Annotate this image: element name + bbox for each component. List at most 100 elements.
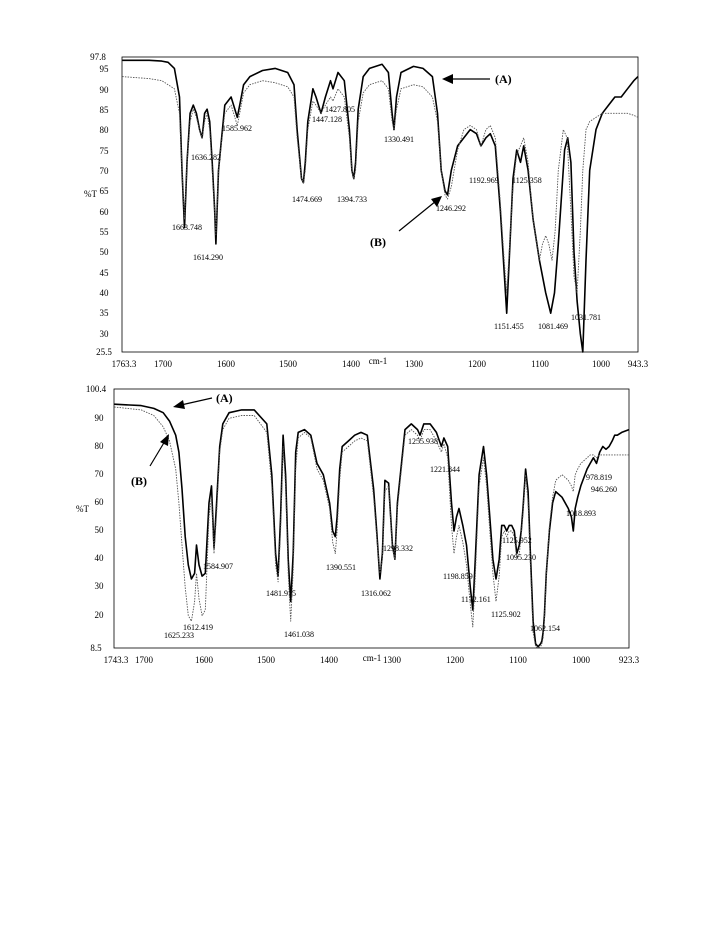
bottom-y-tick-label: 90 (95, 413, 105, 423)
bottom-y-tick-label: 30 (95, 581, 105, 591)
top-x-tick-label: 1100 (531, 359, 549, 369)
bottom-x-tick-label: 1600 (195, 655, 214, 665)
peak-label: 1625.233 (164, 631, 194, 640)
arrow-b-line (149, 440, 166, 467)
bottom-y-tick-label: 40 (95, 553, 105, 563)
top-series-layer (122, 59, 639, 353)
top-y-tick-label: 60 (100, 207, 110, 217)
peak-label: 1461.038 (284, 630, 314, 639)
top-y-tick-label: 97.8 (90, 52, 106, 62)
peak-label: 1474.669 (292, 195, 322, 204)
bottom-x-ticks: 1743.3 1700 1600 1500 1400 1300 1200 110… (104, 655, 640, 665)
peak-label: 946.260 (591, 485, 617, 494)
bottom-y-tick-label: 20 (95, 610, 105, 620)
top-x-tick-label: 1300 (405, 359, 424, 369)
peak-label: 1612.419 (183, 623, 213, 632)
peak-label: 1198.859 (443, 572, 473, 581)
top-y-tick-label: 30 (100, 329, 110, 339)
top-y-tick-label: 90 (100, 85, 110, 95)
bottom-y-tick-label: 50 (95, 525, 105, 535)
peak-label: 1192.969 (469, 176, 499, 185)
top-y-tick-label: 95 (100, 64, 110, 74)
top-x-axis-label: cm-1 (369, 356, 388, 366)
top-series-callouts: (A) (B) (370, 72, 512, 249)
top-x-tick-label: 1763.3 (112, 359, 137, 369)
bottom-y-tick-label: 100.4 (86, 384, 107, 394)
top-y-tick-label: 75 (100, 146, 110, 156)
peak-label: 1614.290 (193, 253, 223, 262)
peak-label: 1584.907 (203, 562, 233, 571)
peak-label: 1125.358 (512, 176, 542, 185)
peak-label: 1062.154 (530, 624, 560, 633)
peak-label: 1481.915 (266, 589, 296, 598)
peak-label: 978.819 (586, 473, 612, 482)
top-x-tick-label: 1400 (342, 359, 361, 369)
top-x-tick-label: 1600 (217, 359, 236, 369)
peak-label: 1447.128 (312, 115, 342, 124)
bottom-y-tick-label: 8.5 (90, 643, 102, 653)
peak-label: 1255.938 (408, 437, 438, 446)
peak-label: 1151.455 (494, 322, 524, 331)
peak-label: 1031.781 (571, 313, 601, 322)
top-y-tick-label: 45 (100, 268, 110, 278)
top-series-line-a (122, 59, 639, 353)
top-y-tick-label: 40 (100, 288, 110, 298)
top-peak-labels: 1663.748 1636.282 1614.290 1585.962 1474… (172, 105, 601, 331)
bottom-x-tick-label: 1400 (320, 655, 339, 665)
bottom-series-line-b (114, 406, 629, 649)
bottom-x-tick-label: 1743.3 (104, 655, 129, 665)
bottom-y-ticks: 100.4 90 80 70 60 50 40 30 20 8.5 (86, 384, 107, 653)
top-x-ticks: 1763.3 1700 1600 1500 1400 1300 1200 110… (112, 359, 649, 369)
bottom-y-tick-label: 80 (95, 441, 105, 451)
arrow-a-head (173, 400, 185, 409)
bottom-x-tick-label: 1300 (383, 655, 402, 665)
bottom-peak-labels: 1612.419 1625.233 1584.907 1481.915 1461… (164, 437, 617, 640)
top-spectrum-panel: %T 97.8 95 90 85 80 75 70 65 60 55 50 45… (84, 52, 649, 369)
arrow-a-head (442, 74, 453, 84)
top-y-tick-label: 25.5 (96, 347, 112, 357)
top-y-tick-label: 55 (100, 227, 110, 237)
top-y-tick-label: 85 (100, 105, 110, 115)
bottom-x-tick-label: 1500 (257, 655, 276, 665)
peak-label: 1125.952 (502, 536, 532, 545)
peak-label: 1585.962 (222, 124, 252, 133)
peak-label: 1246.292 (436, 204, 466, 213)
peak-label: 1095.230 (506, 553, 536, 562)
arrow-b-line (398, 200, 437, 232)
peak-label: 1663.748 (172, 223, 202, 232)
bottom-plot-frame (113, 388, 630, 649)
callout-b-label: (B) (370, 235, 386, 249)
arrow-a-line (180, 397, 213, 406)
top-y-tick-label: 65 (100, 186, 110, 196)
peak-label: 1018.893 (566, 509, 596, 518)
peak-label: 1390.551 (326, 563, 356, 572)
top-x-tick-label: 943.3 (628, 359, 649, 369)
bottom-y-tick-label: 70 (95, 469, 105, 479)
bottom-series-callouts: (A) (B) (131, 391, 233, 488)
top-y-tick-label: 70 (100, 166, 110, 176)
peak-label: 1330.491 (384, 135, 414, 144)
bottom-x-tick-label: 1200 (446, 655, 465, 665)
top-y-axis-label: %T (84, 189, 97, 199)
bottom-series-line-a (114, 403, 630, 648)
bottom-y-tick-label: 60 (95, 497, 105, 507)
bottom-x-tick-label: 1000 (572, 655, 591, 665)
top-x-tick-label: 1200 (468, 359, 487, 369)
peak-label: 1394.733 (337, 195, 367, 204)
callout-a-label: (A) (216, 391, 233, 405)
arrow-b-head (431, 196, 442, 207)
top-y-tick-label: 35 (100, 308, 110, 318)
top-y-tick-label: 50 (100, 247, 110, 257)
arrow-b-head (160, 434, 169, 446)
bottom-x-tick-label: 1700 (135, 655, 154, 665)
top-x-tick-label: 1700 (154, 359, 173, 369)
peak-label: 1221.844 (430, 465, 460, 474)
bottom-series-layer (114, 403, 630, 649)
bottom-x-tick-label: 923.3 (619, 655, 640, 665)
top-plot-frame (121, 56, 639, 353)
peak-label: 1636.282 (191, 153, 221, 162)
bottom-spectrum-panel: %T 100.4 90 80 70 60 50 40 30 20 8.5 174… (76, 384, 640, 665)
top-x-tick-label: 1000 (592, 359, 611, 369)
callout-a-label: (A) (495, 72, 512, 86)
